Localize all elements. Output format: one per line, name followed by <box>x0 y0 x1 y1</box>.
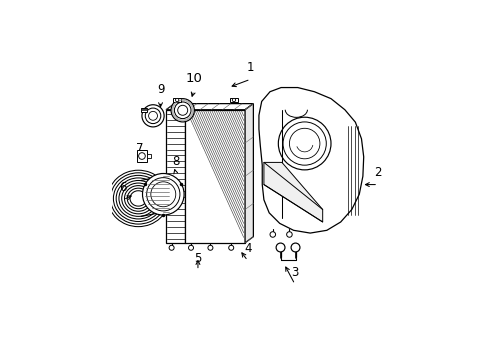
Circle shape <box>142 174 183 215</box>
Circle shape <box>289 128 319 159</box>
Polygon shape <box>244 104 253 243</box>
Circle shape <box>228 245 233 250</box>
Circle shape <box>188 245 193 250</box>
Polygon shape <box>173 98 181 102</box>
Circle shape <box>138 153 145 159</box>
Circle shape <box>207 245 212 250</box>
Circle shape <box>146 177 180 211</box>
Text: 5: 5 <box>194 252 201 265</box>
Text: 9: 9 <box>157 83 164 96</box>
Circle shape <box>269 232 275 237</box>
Circle shape <box>283 122 325 165</box>
Circle shape <box>276 243 285 252</box>
Polygon shape <box>137 150 146 162</box>
Polygon shape <box>140 108 147 112</box>
Circle shape <box>171 99 194 122</box>
Circle shape <box>142 105 164 127</box>
Polygon shape <box>185 110 244 243</box>
Text: 8: 8 <box>172 155 179 168</box>
Circle shape <box>177 105 187 115</box>
Circle shape <box>175 98 179 102</box>
Text: 3: 3 <box>291 266 298 279</box>
Text: 1: 1 <box>246 61 254 74</box>
Circle shape <box>169 245 174 250</box>
Polygon shape <box>166 104 253 110</box>
Text: 4: 4 <box>244 242 251 255</box>
Polygon shape <box>146 154 150 158</box>
Circle shape <box>150 182 175 207</box>
Polygon shape <box>229 98 238 102</box>
Circle shape <box>232 98 235 102</box>
Circle shape <box>148 111 157 120</box>
Circle shape <box>278 117 330 170</box>
Text: 10: 10 <box>185 72 202 85</box>
Polygon shape <box>166 110 185 243</box>
Circle shape <box>290 243 299 252</box>
Circle shape <box>174 102 191 118</box>
Text: 7: 7 <box>136 143 143 156</box>
Circle shape <box>145 108 161 123</box>
Polygon shape <box>141 109 146 110</box>
Polygon shape <box>264 162 322 222</box>
Text: 6: 6 <box>119 181 126 194</box>
Circle shape <box>286 232 292 237</box>
Polygon shape <box>259 87 363 233</box>
Text: 2: 2 <box>374 166 381 179</box>
